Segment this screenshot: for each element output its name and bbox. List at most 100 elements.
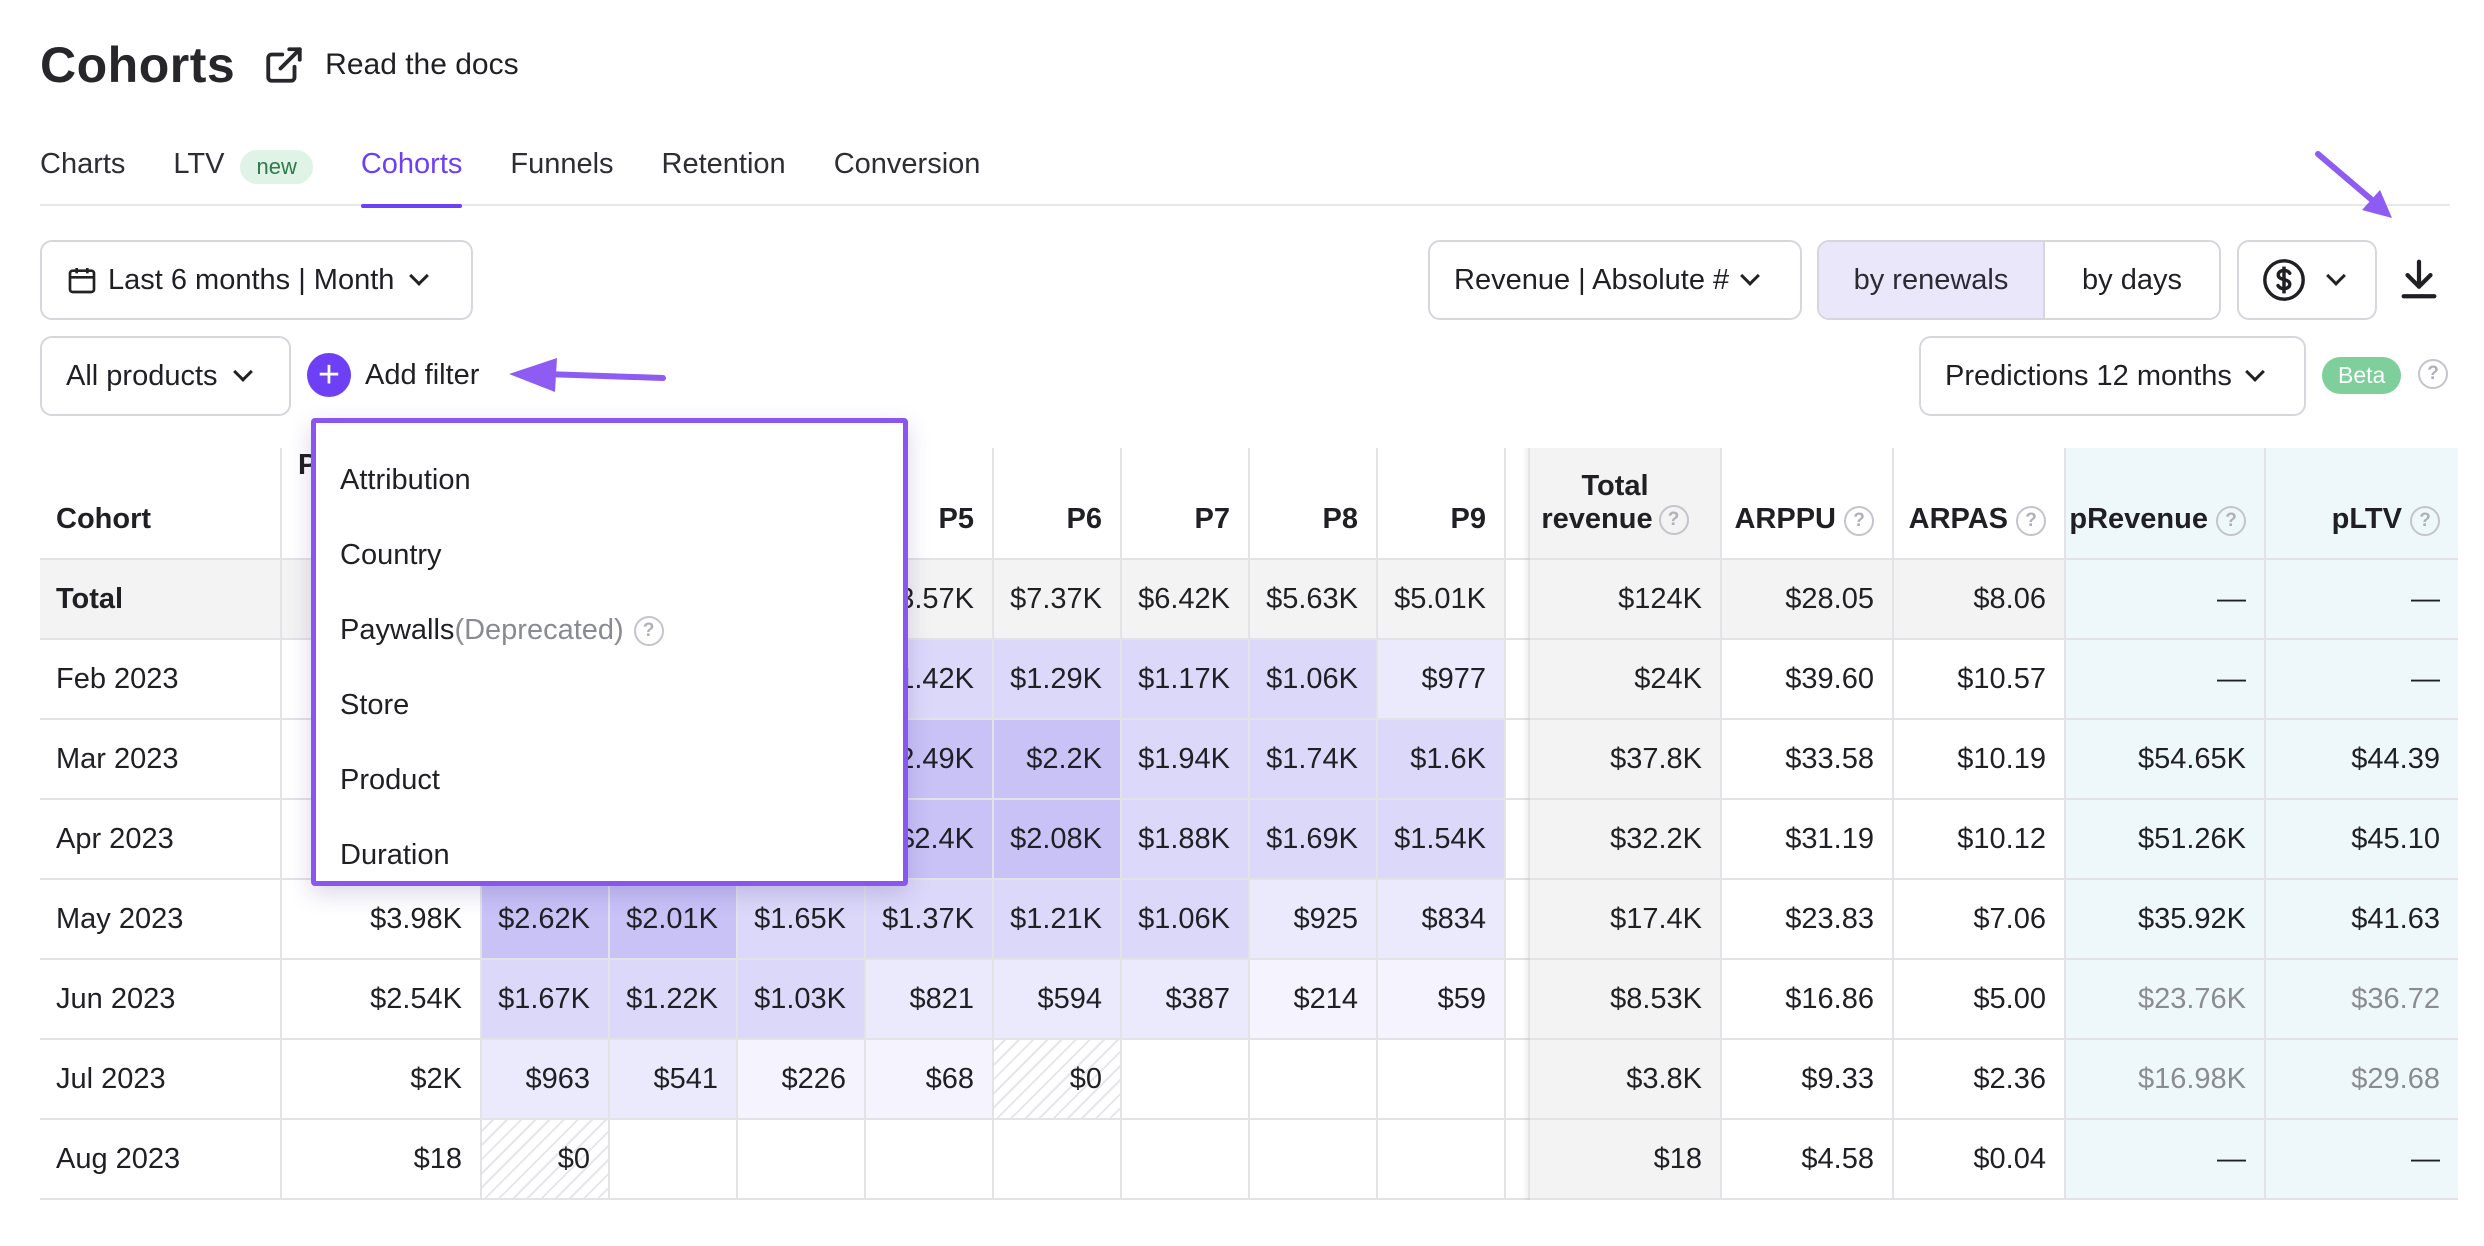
column-divider bbox=[1720, 448, 1722, 1200]
table-cell: $18 bbox=[280, 1120, 480, 1200]
table-cell: $18 bbox=[1528, 1120, 1720, 1200]
chevron-down-icon bbox=[1740, 266, 1761, 286]
products-dropdown[interactable]: All products bbox=[40, 336, 291, 416]
dollar-icon bbox=[2263, 259, 2305, 301]
plus-icon: + bbox=[307, 353, 351, 397]
tab-conversion[interactable]: Conversion bbox=[834, 138, 981, 206]
tab-label: Conversion bbox=[833, 148, 981, 180]
table-cell: $17.4K bbox=[1528, 880, 1720, 960]
table-cell: $5.63K bbox=[1248, 560, 1376, 640]
page-title: Cohorts bbox=[40, 37, 236, 93]
table-cell: $35.92K bbox=[2064, 880, 2264, 960]
table-cell: $2.08K bbox=[992, 800, 1120, 880]
filter-option-store[interactable]: Store bbox=[316, 668, 903, 743]
table-cell: $1.54K bbox=[1376, 800, 1504, 880]
table-cell: $214 bbox=[1248, 960, 1376, 1040]
column-divider bbox=[1892, 448, 1894, 1200]
table-cell: $2.2K bbox=[992, 720, 1120, 800]
table-cell: $2K bbox=[280, 1040, 480, 1120]
header-label-text: pLTV bbox=[2331, 503, 2402, 535]
predictions-dropdown[interactable]: Predictions 12 months bbox=[1919, 336, 2306, 416]
table-cell: $29.68 bbox=[2264, 1040, 2458, 1120]
table-cell bbox=[1504, 720, 1528, 800]
table-cell: $1.65K bbox=[736, 880, 864, 960]
cohort-label: Apr 2023 bbox=[40, 800, 280, 880]
help-icon[interactable]: ? bbox=[2418, 359, 2448, 389]
header-summary: pRevenue? bbox=[2064, 448, 2264, 558]
download-icon[interactable] bbox=[2396, 256, 2442, 302]
date-range-dropdown[interactable]: Last 6 months | Month bbox=[40, 240, 473, 320]
predictions-label: Predictions 12 months bbox=[1945, 359, 2232, 392]
table-cell: $0.04 bbox=[1892, 1120, 2064, 1200]
table-cell: $54.65K bbox=[2064, 720, 2264, 800]
add-filter-label: Add filter bbox=[365, 358, 480, 391]
table-cell: $8.53K bbox=[1528, 960, 1720, 1040]
table-cell: $541 bbox=[608, 1040, 736, 1120]
table-cell: $2.62K bbox=[480, 880, 608, 960]
help-icon[interactable]: ? bbox=[633, 615, 664, 646]
cohort-label: Aug 2023 bbox=[40, 1120, 280, 1200]
header-cohort: Cohort bbox=[56, 503, 152, 535]
table-cell bbox=[608, 1120, 736, 1200]
header-period: P7 bbox=[1194, 503, 1230, 535]
table-cell bbox=[1504, 1040, 1528, 1120]
currency-dropdown[interactable] bbox=[2237, 240, 2377, 320]
table-cell: $1.37K bbox=[864, 880, 992, 960]
add-filter-button[interactable]: + Add filter bbox=[307, 353, 479, 397]
tab-retention[interactable]: Retention bbox=[662, 138, 786, 206]
table-cell bbox=[1248, 1040, 1376, 1120]
table-cell: — bbox=[2264, 1120, 2458, 1200]
tab-funnels[interactable]: Funnels bbox=[510, 138, 613, 206]
help-icon[interactable]: ? bbox=[2016, 506, 2046, 536]
filter-option-product[interactable]: Product bbox=[316, 743, 903, 818]
tab-cohorts[interactable]: Cohorts bbox=[360, 138, 462, 208]
table-cell bbox=[1504, 1120, 1528, 1200]
products-label: All products bbox=[66, 359, 218, 392]
table-cell: $5.01K bbox=[1376, 560, 1504, 640]
table-cell: — bbox=[2064, 1120, 2264, 1200]
table-cell: — bbox=[2064, 640, 2264, 720]
table-cell: $1.69K bbox=[1248, 800, 1376, 880]
filter-option-attribution[interactable]: Attribution bbox=[316, 443, 903, 518]
external-link-icon bbox=[266, 47, 302, 83]
tab-charts[interactable]: Charts bbox=[40, 138, 125, 206]
table-cell bbox=[992, 1120, 1120, 1200]
table-cell: $5.00 bbox=[1892, 960, 2064, 1040]
help-icon[interactable]: ? bbox=[2410, 506, 2440, 536]
table-cell: $1.29K bbox=[992, 640, 1120, 720]
help-icon[interactable]: ? bbox=[1658, 505, 1689, 536]
chevron-down-icon bbox=[232, 362, 253, 382]
table-cell: $39.60 bbox=[1720, 640, 1892, 720]
read-docs-link[interactable]: Read the docs bbox=[263, 44, 519, 86]
table-cell: $1.17K bbox=[1120, 640, 1248, 720]
header-summary: ARPPU? bbox=[1720, 448, 1892, 558]
metric-dropdown[interactable]: Revenue | Absolute # bbox=[1428, 240, 1802, 320]
table-cell bbox=[1376, 1120, 1504, 1200]
table-cell bbox=[1504, 800, 1528, 880]
option-label: Store bbox=[340, 689, 410, 721]
header-summary: pLTV? bbox=[2264, 448, 2458, 558]
by-days-option[interactable]: by days bbox=[2045, 242, 2219, 318]
table-cell: $1.06K bbox=[1120, 880, 1248, 960]
column-divider bbox=[992, 448, 994, 1200]
read-docs-label: Read the docs bbox=[325, 48, 519, 81]
filter-option-paywalls[interactable]: Paywalls (Deprecated) ? bbox=[316, 593, 903, 668]
table-cell: $9.33 bbox=[1720, 1040, 1892, 1120]
column-divider bbox=[2064, 448, 2066, 1200]
table-cell bbox=[1248, 1120, 1376, 1200]
table-cell: $977 bbox=[1376, 640, 1504, 720]
table-cell: $6.42K bbox=[1120, 560, 1248, 640]
option-label: Product bbox=[340, 764, 440, 796]
table-cell: $1.21K bbox=[992, 880, 1120, 960]
mode-toggle: by renewals by days bbox=[1817, 240, 2221, 320]
help-icon[interactable]: ? bbox=[1844, 506, 1874, 536]
header-period: P6 bbox=[1066, 503, 1102, 535]
table-cell: $68 bbox=[864, 1040, 992, 1120]
column-divider bbox=[1248, 448, 1250, 1200]
help-icon[interactable]: ? bbox=[2216, 506, 2246, 536]
filter-option-country[interactable]: Country bbox=[316, 518, 903, 593]
tab-ltv[interactable]: LTV new bbox=[173, 138, 313, 206]
by-renewals-option[interactable]: by renewals bbox=[1819, 242, 2045, 318]
deprecated-label: (Deprecated) bbox=[454, 614, 624, 646]
filter-option-duration[interactable]: Duration bbox=[316, 818, 903, 893]
